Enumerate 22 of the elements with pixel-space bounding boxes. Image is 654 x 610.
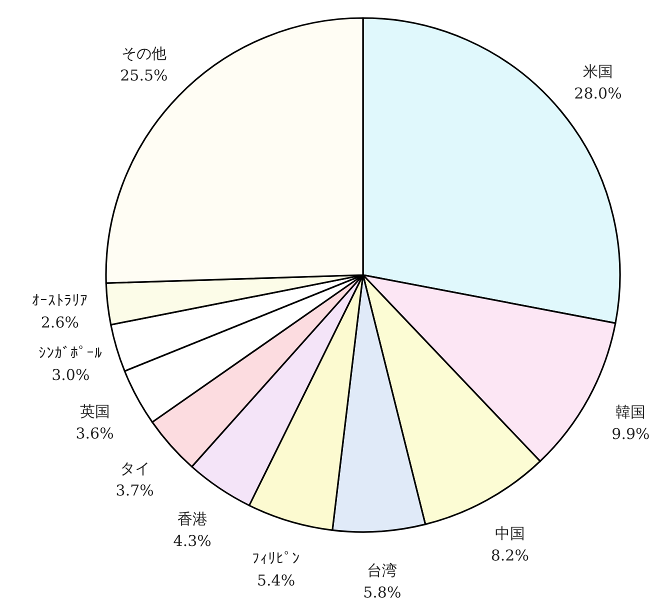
slice-label: 台湾: [367, 561, 398, 580]
data-label: 8.2%: [490, 546, 529, 564]
slice-label: タイ: [120, 459, 150, 478]
slice-label: 香港: [177, 510, 208, 528]
data-label: 5.4%: [257, 571, 296, 590]
slice-label: ｼﾝｶﾞﾎﾟｰﾙ: [38, 344, 103, 362]
slice-label: 韓国: [616, 403, 646, 422]
data-label: 28.0%: [574, 84, 622, 103]
slice-label: 英国: [80, 402, 110, 420]
data-label: 4.3%: [173, 532, 212, 550]
data-label: 5.8%: [363, 583, 402, 602]
data-label: 3.0%: [52, 366, 90, 384]
data-label: 3.6%: [76, 424, 114, 442]
data-label: 9.9%: [612, 425, 650, 444]
slice-label: その他: [121, 44, 166, 63]
slice-label: ﾌｨﾘﾋﾟﾝ: [252, 549, 300, 568]
slice-label: 中国: [494, 524, 525, 542]
data-label: 2.6%: [40, 313, 80, 332]
data-label: 25.5%: [120, 66, 168, 85]
data-label: 3.7%: [116, 481, 154, 500]
slice-label: ｵｰｽﾄﾗﾘｱ: [32, 291, 88, 310]
slice-label: 米国: [583, 62, 614, 81]
